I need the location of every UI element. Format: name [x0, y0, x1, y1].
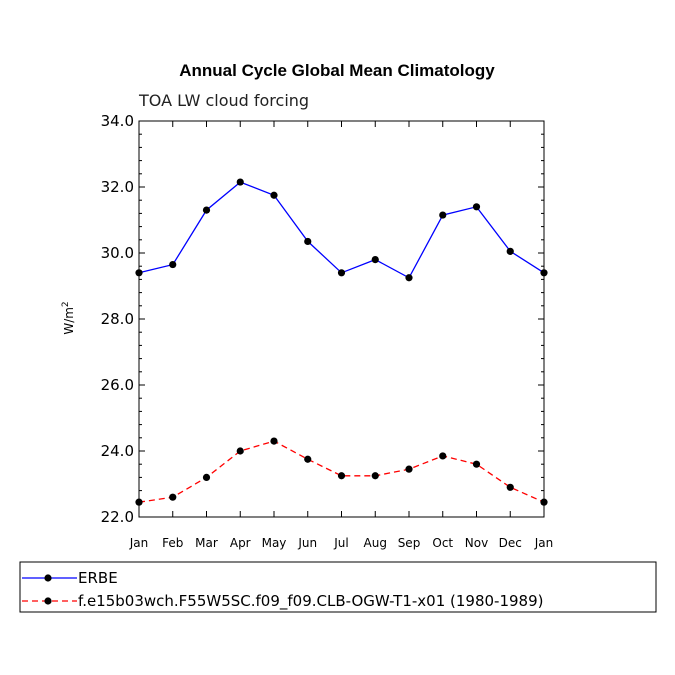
x-tick-label: Oct — [432, 536, 453, 550]
series-0-point — [472, 203, 481, 211]
y-tick-label: 32.0 — [101, 178, 134, 196]
axes: 22.0 24.0 26.0 28.0 30.0 32.0 34.0 Jan Feb Mar Apr… — [101, 112, 554, 550]
y-tick-label: 28.0 — [101, 310, 134, 328]
y-tick-label: 22.0 — [101, 508, 134, 526]
series-1-point — [506, 483, 514, 491]
series-0-point — [337, 269, 346, 277]
legend-label-model: f.e15b03wch.F55W5SC.f09_f09.CLB-OGW-T1-x… — [78, 592, 543, 611]
series-1-point — [439, 452, 447, 460]
y-tick-label: 30.0 — [101, 244, 134, 262]
x-tick-label: Jan — [534, 536, 554, 550]
x-tick-label: Jan — [129, 536, 149, 550]
series-1-point — [337, 472, 346, 480]
x-tick-label: Jun — [297, 536, 317, 550]
y-axis-label: W/m2 — [61, 301, 76, 334]
x-tick-label: Dec — [499, 536, 522, 550]
x-tick-label: Feb — [162, 536, 183, 550]
series-0-point — [270, 191, 278, 199]
y-tick-label: 26.0 — [101, 376, 134, 394]
series-0-point — [202, 206, 211, 214]
series-1-point — [472, 460, 481, 468]
series-1-point — [202, 473, 211, 481]
legend-marker-model — [44, 597, 52, 605]
x-tick-label: Aug — [364, 536, 387, 550]
chart-title: Annual Cycle Global Mean Climatology — [179, 61, 495, 80]
series-0-point — [439, 211, 447, 219]
series-1-point — [371, 472, 379, 480]
y-tick-label: 34.0 — [101, 112, 134, 130]
x-tick-label: Nov — [465, 536, 488, 550]
series-0-point — [506, 247, 514, 255]
series-1-point — [236, 447, 244, 455]
plot-frame — [138, 120, 545, 518]
series-0-point — [169, 260, 177, 269]
chart-subtitle: TOA LW cloud forcing — [138, 91, 309, 110]
series-1-point — [405, 465, 413, 473]
series-1-point — [540, 498, 548, 506]
series-1-point — [270, 437, 278, 445]
series-layer — [135, 178, 548, 506]
series-1-point — [135, 498, 143, 506]
legend-marker-erbe — [44, 574, 52, 582]
legend-item-erbe: ERBE — [22, 569, 118, 587]
series-1-point — [304, 455, 312, 463]
series-0-point — [405, 274, 413, 282]
series-line-1 — [138, 440, 545, 503]
series-0-point — [371, 256, 379, 264]
legend-label-erbe: ERBE — [78, 569, 118, 587]
series-line-0 — [138, 181, 545, 279]
series-0-point — [135, 269, 143, 277]
x-tick-label: Mar — [195, 536, 218, 550]
legend-box — [19, 561, 657, 613]
series-1-point — [169, 493, 177, 501]
y-tick-label: 24.0 — [101, 442, 134, 460]
x-tick-label: Apr — [230, 536, 251, 550]
x-tick-label: May — [262, 536, 287, 550]
x-tick-label: Sep — [398, 536, 421, 550]
x-tick-label: Jul — [333, 536, 348, 550]
series-0-point — [236, 178, 244, 186]
series-0-point — [304, 237, 312, 246]
series-0-point — [540, 269, 548, 277]
legend-item-model: f.e15b03wch.F55W5SC.f09_f09.CLB-OGW-T1-x… — [22, 592, 543, 611]
